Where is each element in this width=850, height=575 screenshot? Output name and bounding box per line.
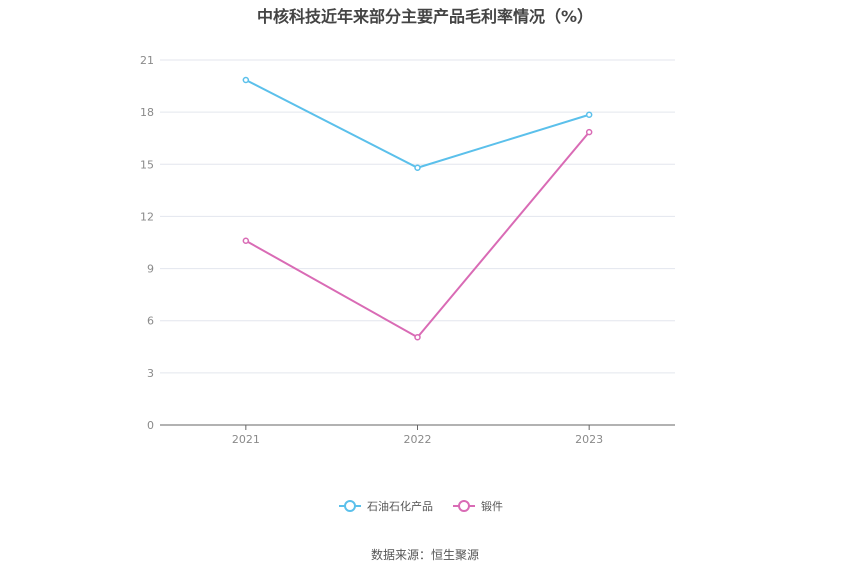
y-tick-label: 12 xyxy=(140,210,154,223)
legend-label: 锻件 xyxy=(481,499,503,513)
data-point xyxy=(585,128,593,136)
y-tick-label: 6 xyxy=(147,315,154,328)
y-tick-label: 18 xyxy=(140,106,154,119)
y-tick-label: 0 xyxy=(147,419,154,432)
legend: 石油石化产品 锻件 xyxy=(339,499,503,513)
legend-label: 石油石化产品 xyxy=(367,499,433,513)
legend-marker xyxy=(344,500,356,512)
data-point xyxy=(585,111,593,118)
y-tick-label: 9 xyxy=(147,263,154,276)
data-point xyxy=(242,237,250,245)
x-tick-label: 2023 xyxy=(575,433,603,446)
series-line-2 xyxy=(245,131,590,339)
data-point xyxy=(414,164,421,172)
y-tick-label: 21 xyxy=(140,54,154,67)
grid-lines xyxy=(160,59,675,374)
source-note: 数据来源：恒生聚源 xyxy=(370,548,479,562)
legend-marker xyxy=(458,500,470,512)
legend-item-2: 锻件 xyxy=(453,499,503,513)
legend-item-1: 石油石化产品 xyxy=(339,499,433,513)
x-tick-label: 2022 xyxy=(404,433,432,446)
y-tick-label: 15 xyxy=(140,158,154,171)
y-axis: 0 3 6 9 12 15 18 21 xyxy=(140,54,154,432)
data-point xyxy=(242,76,250,84)
y-tick-label: 3 xyxy=(147,367,154,380)
x-axis: 2021 2022 2023 xyxy=(160,424,675,446)
x-tick-label: 2021 xyxy=(232,433,260,446)
series-line-1 xyxy=(245,79,590,169)
chart-title: 中核科技近年来部分主要产品毛利率情况（%） xyxy=(256,7,594,26)
series-group xyxy=(242,76,593,341)
data-point xyxy=(414,333,421,341)
